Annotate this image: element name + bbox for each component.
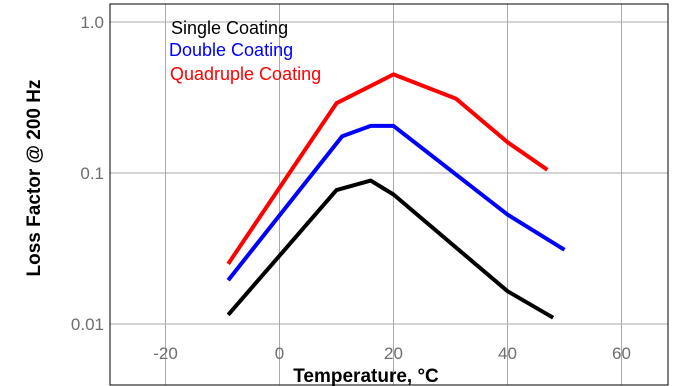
series-line-double-coating [226,123,566,282]
x-tick-label: -20 [153,344,178,363]
legend-entry: Double Coating [169,40,293,60]
plot-frame [109,3,669,386]
series-line-single-coating [226,178,555,320]
legend-entry: Quadruple Coating [170,64,321,84]
tick-labels: -20 0 20 40 60 0.01 0.1 1.0 [71,13,631,363]
x-tick-label: 60 [612,344,631,363]
x-tick-label: 40 [498,344,517,363]
x-tick-label: 0 [275,344,284,363]
y-tick-label: 1.0 [80,13,104,32]
gridlines [110,4,668,385]
x-axis-title: Temperature, °C [293,366,439,386]
y-axis-title: Loss Factor @ 200 Hz [24,80,45,277]
series-line-quadruple-coating [226,72,549,266]
legend-entry: Single Coating [171,18,288,38]
y-tick-label: 0.01 [71,315,104,334]
x-tick-label: 20 [384,344,403,363]
series-lines [226,72,566,320]
y-tick-label: 0.1 [80,164,104,183]
